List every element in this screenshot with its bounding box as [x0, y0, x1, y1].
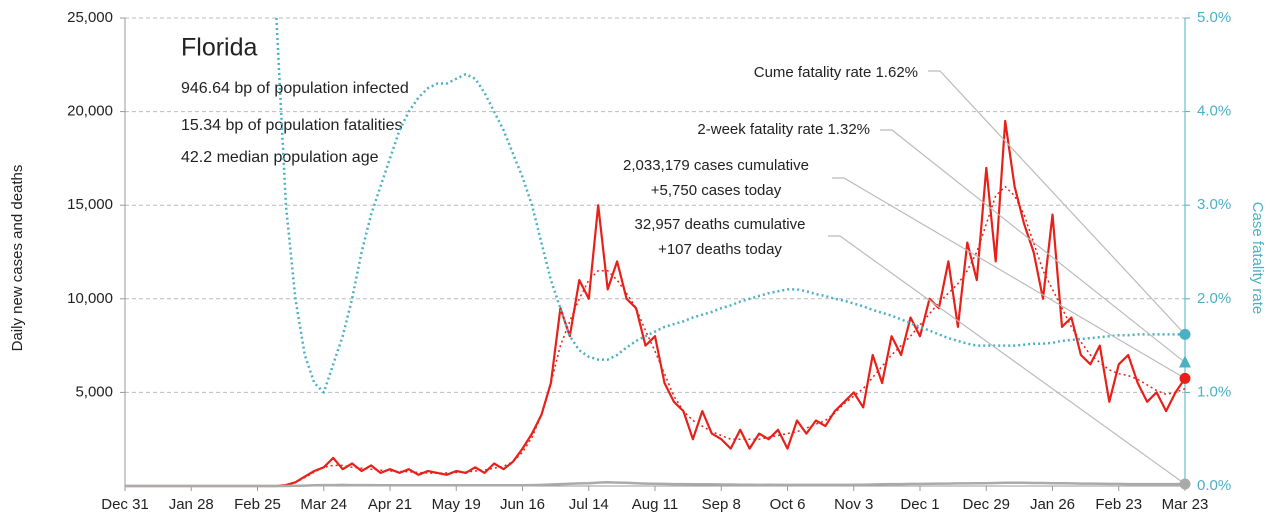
x-tick-label: Jun 16 [500, 496, 545, 513]
leader-line [832, 177, 1186, 379]
annotation: 32,957 deaths cumulative [635, 216, 806, 233]
leader-line [828, 235, 1186, 485]
x-tick-label: Oct 6 [770, 496, 806, 513]
y2-tick-label: 3.0% [1197, 196, 1231, 213]
y2-axis-title: Case fatality rate [1249, 202, 1266, 315]
y-tick-label: 20,000 [67, 103, 113, 120]
x-tick-label: Jul 14 [569, 496, 609, 513]
x-tick-label: Jan 26 [1030, 496, 1075, 513]
y-tick-label: 25,000 [67, 9, 113, 26]
y2-tick-label: 2.0% [1197, 290, 1231, 307]
y2-tick-label: 1.0% [1197, 383, 1231, 400]
x-tick-label: Mar 24 [300, 496, 347, 513]
annotation: +5,750 cases today [651, 182, 782, 199]
leader-line [880, 129, 1186, 363]
x-tick-label: Dec 31 [101, 496, 149, 513]
y2-tick-label: 0.0% [1197, 477, 1231, 494]
leader-line [928, 70, 1186, 335]
end-marker [1179, 328, 1191, 340]
y2-tick-label: 4.0% [1197, 103, 1231, 120]
series-line [125, 185, 1186, 487]
x-tick-label: Sep 8 [702, 496, 741, 513]
subtitle: 946.64 bp of population infected [181, 80, 409, 97]
series-line [275, 17, 1185, 394]
x-tick-label: Aug 11 [632, 496, 678, 513]
end-marker [1179, 478, 1191, 490]
x-tick-label: Feb 25 [234, 496, 281, 513]
chart-title: Florida [181, 34, 258, 62]
y2-tick-label: 5.0% [1197, 9, 1231, 26]
subtitle: 42.2 median population age [181, 149, 379, 166]
series-line [125, 119, 1186, 488]
x-tick-label: May 19 [432, 496, 481, 513]
x-tick-label: Apr 21 [368, 496, 412, 513]
x-tick-label: Mar 23 [1162, 496, 1209, 513]
x-tick-label: Dec 29 [962, 496, 1010, 513]
y-axis-title: Daily new cases and deaths [9, 165, 26, 352]
y-tick-label: 5,000 [75, 383, 113, 400]
subtitle: 15.34 bp of population fatalities [181, 117, 403, 134]
x-tick-label: Feb 23 [1095, 496, 1142, 513]
x-tick-label: Jan 28 [169, 496, 214, 513]
y-tick-label: 10,000 [67, 290, 113, 307]
x-tick-label: Nov 3 [834, 496, 873, 513]
annotation: 2,033,179 cases cumulative [623, 157, 809, 174]
x-tick-label: Dec 1 [900, 496, 939, 513]
annotation: +107 deaths today [658, 241, 782, 258]
annotation: Cume fatality rate 1.62% [754, 64, 918, 81]
end-marker [1179, 372, 1191, 384]
end-marker [1179, 355, 1191, 368]
annotation: 2-week fatality rate 1.32% [697, 121, 870, 138]
y-tick-label: 15,000 [67, 196, 113, 213]
series-line [125, 481, 1186, 488]
